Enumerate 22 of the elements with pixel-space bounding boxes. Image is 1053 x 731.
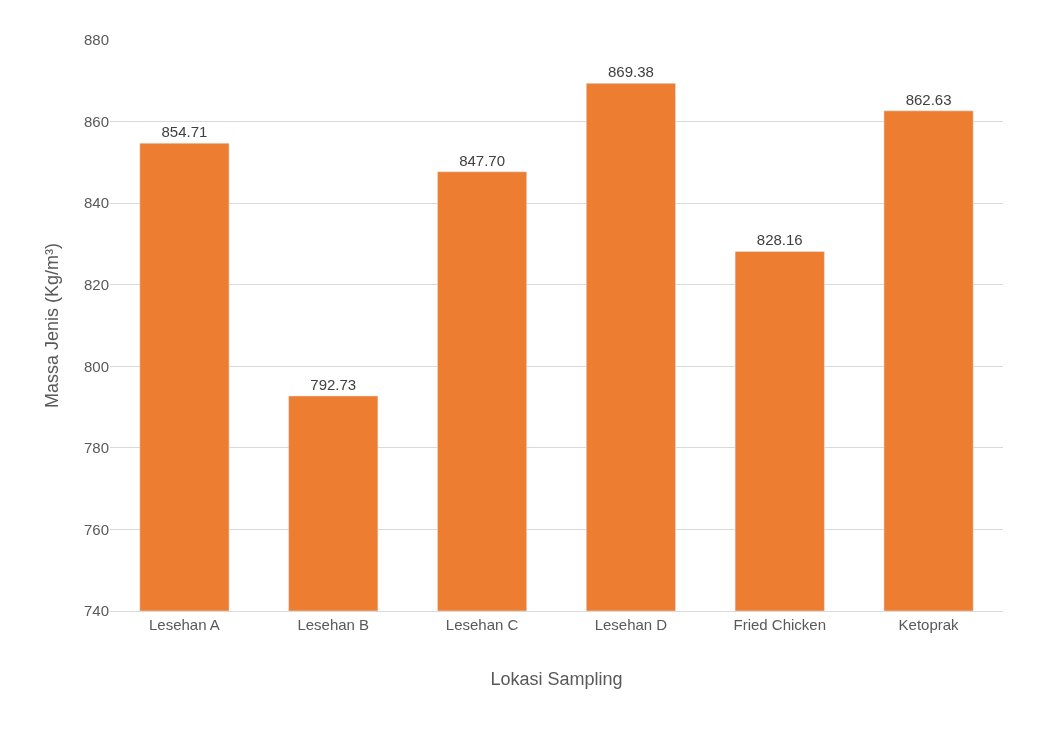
x-tick-label: Lesehan C: [445, 616, 519, 633]
x-tick-label: Fried Chicken: [733, 616, 827, 633]
y-tick-label: 740: [83, 602, 109, 620]
y-tick-label: 800: [83, 357, 109, 375]
data-label: 792.73: [310, 375, 357, 393]
data-label: 828.16: [756, 231, 803, 249]
y-tick-label: 860: [83, 112, 109, 130]
data-label: 869.38: [607, 63, 654, 81]
y-axis-title: Massa Jenis (Kg/m³): [42, 242, 63, 409]
data-label: 854.71: [161, 123, 208, 141]
x-tick-label: Ketoprak: [898, 616, 960, 633]
x-axis-title: Lokasi Sampling: [490, 669, 623, 690]
y-tick-label: 780: [83, 439, 109, 457]
y-tick-label: 880: [83, 31, 109, 49]
data-label: 862.63: [905, 90, 952, 108]
data-label: 847.70: [459, 151, 506, 169]
y-tick-label: 840: [83, 194, 109, 212]
x-tick-label: Lesehan A: [148, 616, 220, 633]
x-tick-label: Lesehan B: [297, 616, 370, 633]
y-tick-label: 760: [83, 520, 109, 538]
x-tick-label: Lesehan D: [594, 616, 668, 633]
y-tick-label: 820: [83, 275, 109, 293]
